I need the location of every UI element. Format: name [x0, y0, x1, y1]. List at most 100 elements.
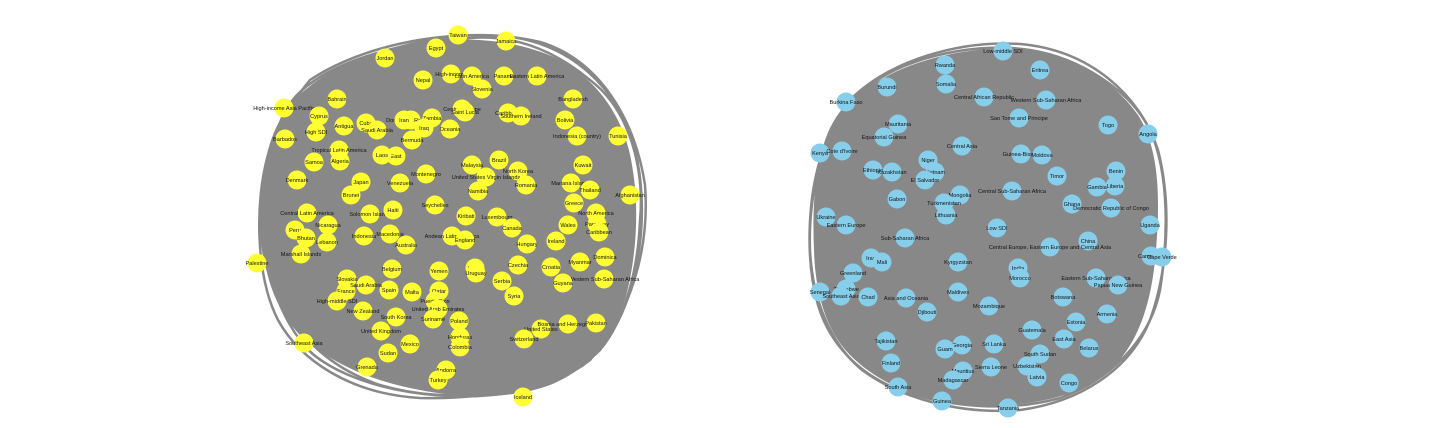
left-node-circle: [375, 48, 395, 68]
left-node-romania: Romania: [515, 175, 538, 195]
left-node-circle: [489, 150, 509, 170]
left-node-label: Serbia: [494, 279, 511, 285]
right-node-circle: [816, 207, 836, 227]
right-node-east-asia: East Asia: [1052, 329, 1077, 349]
right-node-greenland: Greenland: [840, 263, 866, 283]
right-node-chad: Chad: [858, 287, 878, 307]
right-node-armenia: Armenia: [1097, 304, 1118, 324]
left-node-label: Bermuda: [401, 138, 425, 144]
right-node-congo: Congo: [1059, 373, 1079, 393]
left-node-label: Andorra: [436, 368, 457, 374]
left-node-label: Panama: [494, 74, 516, 80]
left-node-bhutan: Bhutan: [296, 228, 316, 248]
left-node-label: Latin America: [455, 74, 490, 80]
left-node-circle: [423, 309, 443, 329]
left-node-uruguay: Uruguay: [465, 263, 487, 283]
left-node-circle: [429, 261, 449, 281]
left-node-label: Venezuela: [387, 181, 414, 187]
right-node-label: Eastern Europe: [827, 223, 866, 229]
right-node-togo: Togo: [1098, 115, 1118, 135]
right-node-label: Low-middle SDI: [983, 49, 1023, 55]
right-node-label: Chad: [861, 295, 874, 301]
left-node-circle: [383, 200, 403, 220]
right-node-moldova: Moldova: [1031, 145, 1053, 165]
left-node-montenegro: Montenegro: [411, 164, 441, 184]
left-node-label: Switzerland: [510, 337, 539, 343]
right-node-ukraine: Ukraine: [816, 207, 836, 227]
right-node-label: Estonia: [1067, 320, 1087, 326]
left-node-circle: [504, 286, 524, 306]
left-node-label: Syria: [508, 294, 522, 300]
right-node-circle: [943, 370, 963, 390]
left-node-england: England: [455, 230, 475, 250]
left-node-label: Romania: [515, 183, 538, 189]
left-node-label: Mariana Islands: [551, 181, 591, 187]
right-node-label: Rwanda: [935, 63, 956, 69]
right-node-label: Liberia: [1107, 184, 1125, 190]
left-node-circle: [416, 164, 436, 184]
left-node-circle: [247, 253, 267, 273]
right-node-label: Ukraine: [816, 215, 835, 221]
right-node-label: Vietnam: [925, 170, 946, 176]
right-node-label: Kyrgyzstan: [944, 260, 972, 266]
left-node-label: Marshall Islands: [281, 252, 322, 258]
left-node-southern-ireland: Southern Ireland: [500, 106, 542, 126]
left-node-ireland: Ireland: [546, 231, 566, 251]
right-node-label: Greenland: [840, 271, 866, 277]
right-node-label: East Asia: [1052, 337, 1076, 343]
right-node-circle: [810, 143, 830, 163]
left-node-label: Saudi Arabia: [350, 283, 383, 289]
left-node-mexico: Mexico: [400, 334, 420, 354]
left-node-circle: [620, 185, 640, 205]
left-node-label: United Arab Emirates: [412, 307, 465, 313]
left-node-circle: [541, 257, 561, 277]
right-node-circle: [1098, 115, 1118, 135]
right-node-central-europe-eastern-europe-and-central-asia: Central Europe, Eastern Europe and Centr…: [989, 237, 1112, 257]
left-node-circle: [496, 31, 516, 51]
right-node-circle: [1040, 237, 1060, 257]
left-node-new-zealand: New Zealand: [347, 301, 379, 321]
left-node-north-korea: North Korea: [503, 161, 534, 181]
left-node-circle: [318, 215, 338, 235]
right-node-label: Kazakhstan: [877, 170, 906, 176]
left-node-circle: [455, 102, 475, 122]
right-node-benin: Benin: [1106, 161, 1126, 181]
left-node-label: Kuwait: [575, 163, 592, 169]
right-node-central-sub-saharan-africa: Central Sub-Saharan Africa: [978, 181, 1047, 201]
left-node-label: Afghanistan: [615, 193, 645, 199]
right-node-label: El Salvador: [911, 178, 940, 184]
right-node-label: Mauritania: [885, 122, 912, 128]
left-node-label: Lebanon: [316, 240, 338, 246]
left-node-circle: [508, 255, 528, 275]
left-node-label: Bangladesh: [558, 97, 588, 103]
left-node-nepal: Nepal: [413, 70, 433, 90]
left-node-syria: Syria: [504, 286, 524, 306]
left-node-label: Taiwan: [449, 33, 466, 39]
left-node-circle: [330, 151, 350, 171]
right-node-lithuania: Lithuania: [935, 205, 958, 225]
left-node-high-income: High-income: [435, 64, 467, 84]
right-node-label: Iran: [866, 256, 876, 262]
left-node-circle: [508, 161, 528, 181]
left-node-circle: [296, 228, 316, 248]
left-node-label: Tunisia: [609, 134, 628, 140]
right-node-central-african-republic: Central African Republic: [954, 87, 1014, 107]
left-node-thailand: Thailand: [579, 180, 601, 200]
left-node-label: Laos: [376, 153, 388, 159]
right-node-guinea: Guinea: [932, 391, 952, 411]
right-node-circle: [832, 141, 852, 161]
left-node-nicaragua: Nicaragua: [315, 215, 342, 235]
left-node-label: Caribbean: [586, 230, 612, 236]
left-node-kiribati: Kiribati: [456, 206, 476, 226]
left-node-label: Andean Latin America: [425, 234, 481, 240]
left-node-solomon-islands: Solomon Islands: [349, 204, 391, 224]
left-node-greece: Greece: [564, 193, 584, 213]
right-node-circle: [1086, 268, 1106, 288]
left-node-label: Bhutan: [297, 236, 315, 242]
left-node-sudan: Sudan: [378, 343, 398, 363]
right-node-label: Sub-Saharan Africa: [881, 236, 930, 242]
right-node-label: Turkmenistan: [927, 201, 961, 207]
left-node-turkey: Turkey: [428, 370, 448, 390]
right-node-circle: [1079, 338, 1099, 358]
right-node-label: Western Sub-Saharan Africa: [1011, 98, 1083, 104]
